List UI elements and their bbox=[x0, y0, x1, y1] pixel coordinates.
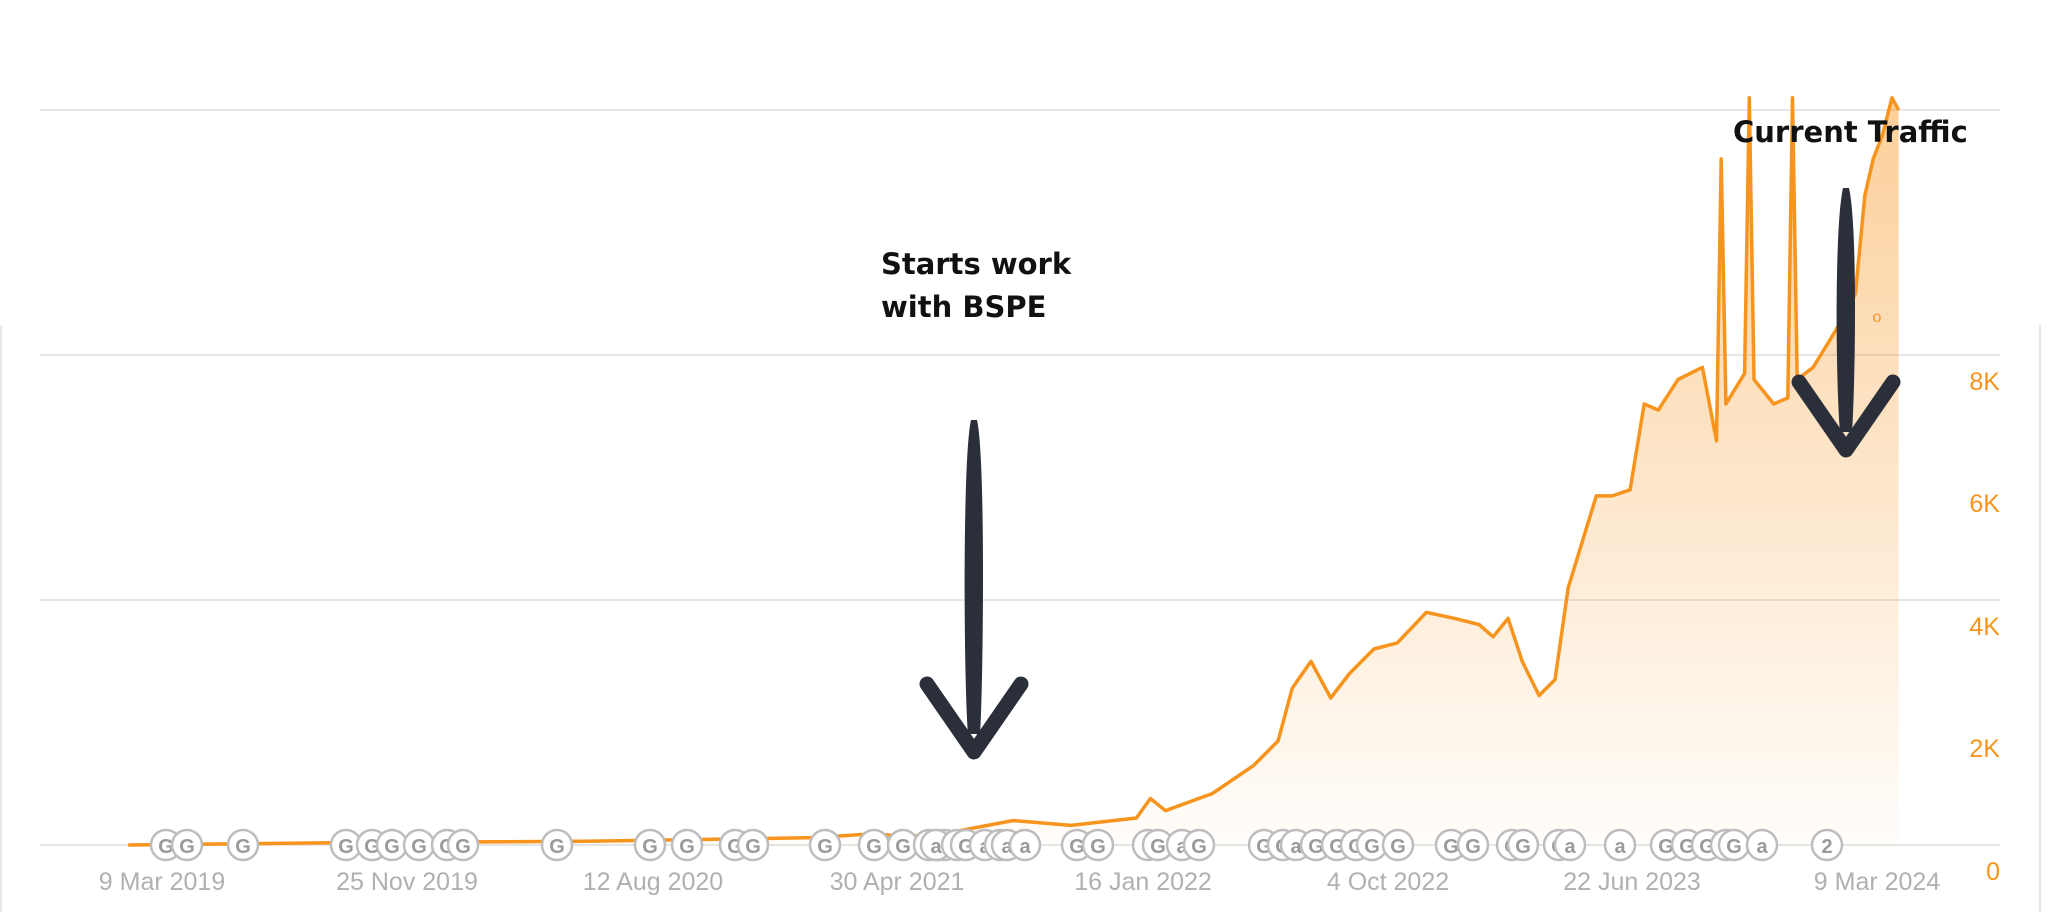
event-marker: G bbox=[670, 828, 704, 862]
arrow-head bbox=[919, 676, 1029, 760]
arrow-shaft bbox=[1836, 188, 1855, 432]
event-marker-label: a bbox=[1614, 836, 1626, 858]
event-marker-label: G bbox=[745, 836, 761, 858]
x-tick-label: 22 Jun 2023 bbox=[1563, 868, 1701, 896]
event-marker-label: G bbox=[1390, 836, 1406, 858]
arrow-shaft bbox=[964, 420, 983, 734]
event-marker: G bbox=[1381, 828, 1415, 862]
event-marker-label: G bbox=[866, 836, 882, 858]
event-marker: G bbox=[886, 828, 920, 862]
event-marker-label: G bbox=[1308, 836, 1324, 858]
event-marker: a bbox=[1553, 828, 1587, 862]
event-marker: G bbox=[1717, 828, 1751, 862]
event-marker-label: G bbox=[1069, 836, 1085, 858]
event-marker: G bbox=[540, 828, 574, 862]
event-marker-label: G bbox=[895, 836, 911, 858]
event-marker-label: G bbox=[1090, 836, 1106, 858]
annotation-starts-work: Starts work with BSPE bbox=[881, 247, 1072, 324]
event-marker: G bbox=[1355, 828, 1389, 862]
event-marker-label: G bbox=[338, 836, 354, 858]
event-marker: G bbox=[402, 828, 436, 862]
event-marker-label: G bbox=[1465, 836, 1481, 858]
event-marker-label: G bbox=[455, 836, 471, 858]
event-marker: G bbox=[736, 828, 770, 862]
y-tick-label: 2K bbox=[1969, 735, 2000, 763]
event-marker: G bbox=[1434, 828, 1468, 862]
event-marker-label: G bbox=[158, 836, 174, 858]
event-marker-label: a bbox=[1019, 836, 1031, 858]
annotation-current-traffic: Current Traffic bbox=[1733, 115, 1968, 149]
series-area bbox=[128, 97, 1899, 846]
event-marker: G bbox=[1182, 828, 1216, 862]
arrow-current-traffic bbox=[1791, 188, 1901, 458]
event-marker-label: a bbox=[1290, 836, 1302, 858]
y-tick-label: 4K bbox=[1969, 613, 2000, 641]
x-tick-label: 25 Nov 2019 bbox=[336, 868, 478, 896]
x-tick-label: 9 Mar 2019 bbox=[99, 868, 225, 896]
event-marker: G bbox=[1456, 828, 1490, 862]
event-marker-label: G bbox=[364, 836, 380, 858]
event-marker-label: G bbox=[1658, 836, 1674, 858]
event-marker-label: G bbox=[1191, 836, 1207, 858]
x-tick-label: 9 Mar 2024 bbox=[1814, 868, 1941, 896]
arrow-head bbox=[1791, 374, 1901, 458]
event-marker-label: G bbox=[642, 836, 658, 858]
ytick-clipped: o bbox=[1873, 309, 1882, 326]
y-tick-label: 8K bbox=[1969, 368, 2000, 396]
event-marker: G bbox=[633, 828, 667, 862]
event-marker-label: G bbox=[1679, 836, 1695, 858]
event-marker: G bbox=[375, 828, 409, 862]
event-marker-label: G bbox=[679, 836, 695, 858]
arrow-start-work bbox=[919, 420, 1029, 760]
event-marker-label: G bbox=[549, 836, 565, 858]
event-marker-label: G bbox=[411, 836, 427, 858]
x-tick-label: 30 Apr 2021 bbox=[830, 868, 965, 896]
event-marker-label: G bbox=[1150, 836, 1166, 858]
event-marker: G bbox=[226, 828, 260, 862]
event-marker: G bbox=[808, 828, 842, 862]
event-marker-label: a bbox=[930, 836, 942, 858]
y-tick-label: 0 bbox=[1986, 858, 2000, 886]
event-marker: G bbox=[170, 828, 204, 862]
y-tick-label: 6K bbox=[1969, 490, 2000, 518]
event-marker: G bbox=[1081, 828, 1115, 862]
x-tick-label: 12 Aug 2020 bbox=[583, 868, 723, 896]
event-marker: a bbox=[1745, 828, 1779, 862]
event-marker-label: G bbox=[1364, 836, 1380, 858]
event-marker-label: G bbox=[1443, 836, 1459, 858]
event-marker: G bbox=[1506, 828, 1540, 862]
event-marker-label: a bbox=[1564, 836, 1576, 858]
event-marker-label: G bbox=[235, 836, 251, 858]
event-marker-label: G bbox=[384, 836, 400, 858]
event-marker-label: G bbox=[1515, 836, 1531, 858]
x-tick-label: 16 Jan 2022 bbox=[1074, 868, 1212, 896]
event-marker-label: G bbox=[1726, 836, 1742, 858]
event-marker: a bbox=[1603, 828, 1637, 862]
event-marker-label: 2 bbox=[1821, 836, 1832, 858]
x-tick-label: 4 Oct 2022 bbox=[1327, 868, 1449, 896]
event-marker: 2 bbox=[1810, 828, 1844, 862]
series-line bbox=[128, 96, 1901, 847]
event-marker: G bbox=[446, 828, 480, 862]
event-marker-label: G bbox=[817, 836, 833, 858]
event-marker: a bbox=[1008, 828, 1042, 862]
event-marker-label: G bbox=[179, 836, 195, 858]
event-marker: G bbox=[857, 828, 891, 862]
event-marker-label: a bbox=[1756, 836, 1768, 858]
